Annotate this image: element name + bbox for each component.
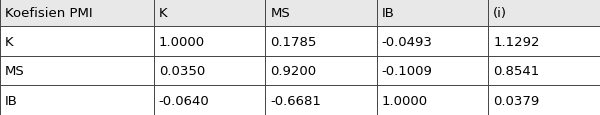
- Text: -0.1009: -0.1009: [382, 65, 433, 78]
- Text: 0.0379: 0.0379: [493, 94, 539, 107]
- Text: 0.9200: 0.9200: [270, 65, 316, 78]
- Text: MS: MS: [270, 7, 290, 20]
- Text: 0.8541: 0.8541: [493, 65, 539, 78]
- Text: K: K: [159, 7, 167, 20]
- Text: -0.0493: -0.0493: [382, 35, 433, 48]
- Text: 1.1292: 1.1292: [493, 35, 540, 48]
- Text: 0.0350: 0.0350: [159, 65, 205, 78]
- Bar: [0, 0, 600, 27]
- Text: -0.0640: -0.0640: [159, 94, 209, 107]
- Text: 1.0000: 1.0000: [382, 94, 428, 107]
- Text: (i): (i): [493, 7, 507, 20]
- Text: 1.0000: 1.0000: [159, 35, 205, 48]
- Text: IB: IB: [382, 7, 395, 20]
- Text: K: K: [5, 35, 13, 48]
- Text: 0.1785: 0.1785: [270, 35, 317, 48]
- Text: -0.6681: -0.6681: [270, 94, 321, 107]
- Text: MS: MS: [5, 65, 25, 78]
- Text: IB: IB: [5, 94, 17, 107]
- Text: Koefisien PMI: Koefisien PMI: [5, 7, 92, 20]
- Bar: [0, 27, 600, 115]
